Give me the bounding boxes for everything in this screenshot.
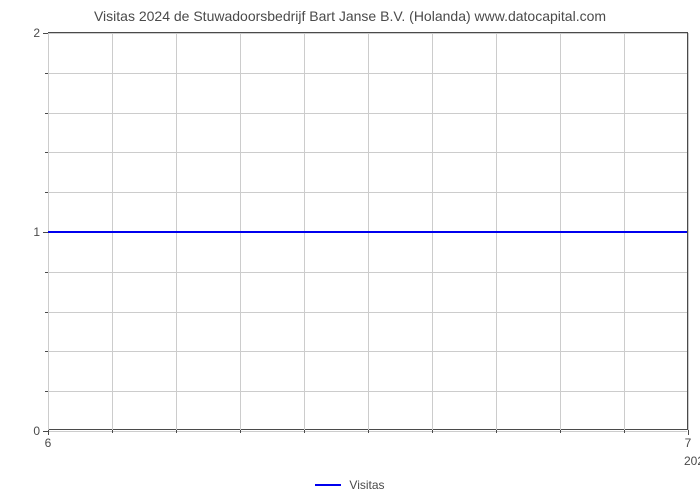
xtick-minor (496, 430, 497, 433)
legend-swatch (315, 484, 341, 486)
xtick-minor (304, 430, 305, 433)
xtick-major (688, 430, 689, 435)
xtick-minor (112, 430, 113, 433)
vgrid-line (688, 33, 689, 430)
xtick-minor (432, 430, 433, 433)
xtick-minor (560, 430, 561, 433)
xtick-minor (368, 430, 369, 433)
plot-area: 01267202 (48, 32, 688, 430)
xtick-minor (240, 430, 241, 433)
xtick-minor (624, 430, 625, 433)
legend: Visitas (0, 478, 700, 492)
x-sublabel-right: 202 (684, 454, 700, 468)
legend-label: Visitas (349, 478, 384, 492)
xtick-major (48, 430, 49, 435)
chart-container: Visitas 2024 de Stuwadoorsbedrijf Bart J… (0, 0, 700, 500)
ytick-major (43, 33, 48, 34)
series-line-visitas (48, 231, 687, 233)
chart-title: Visitas 2024 de Stuwadoorsbedrijf Bart J… (0, 8, 700, 24)
xtick-minor (176, 430, 177, 433)
